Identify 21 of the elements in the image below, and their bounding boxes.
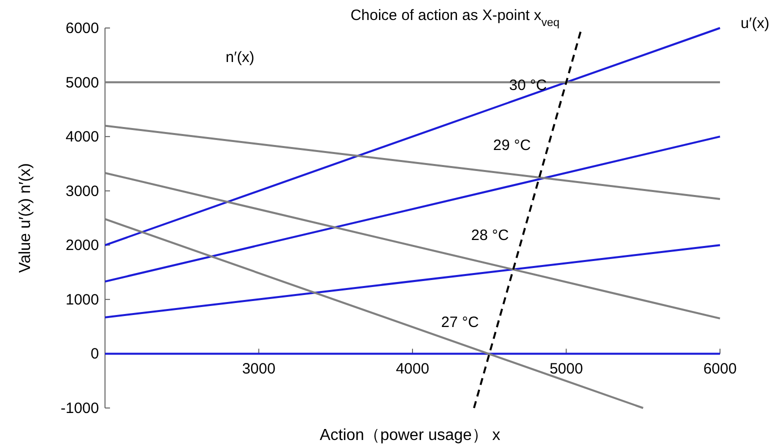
x-tick-label: 6000 bbox=[703, 360, 737, 378]
y-tick-label: 0 bbox=[90, 346, 99, 363]
y-tick-label: 5000 bbox=[66, 74, 99, 92]
y-tick-label: 1000 bbox=[66, 291, 99, 308]
y-tick-label: 6000 bbox=[66, 20, 99, 37]
x-axis-title: Action（power usage） x bbox=[320, 427, 500, 444]
chart-title: Choice of action as X-point x$_{veq}$ bbox=[350, 7, 560, 29]
y-tick-label: 2000 bbox=[66, 237, 99, 254]
annotation: 27 °C bbox=[441, 314, 480, 331]
x-tick-label: 5000 bbox=[550, 360, 583, 378]
text: u′(x) bbox=[740, 15, 770, 32]
y-axis-title: Value u′(x) n′(x) bbox=[17, 163, 34, 273]
y-tick-label: 4000 bbox=[66, 128, 99, 146]
annotation: 29 °C bbox=[493, 137, 532, 154]
x-tick-label: 3000 bbox=[242, 360, 276, 378]
annotation: 30 °C bbox=[509, 77, 548, 94]
annotation: 28 °C bbox=[471, 227, 510, 244]
y-tick-label: 3000 bbox=[66, 182, 99, 200]
annotation: n′(x) bbox=[226, 49, 254, 66]
x-tick-label: 4000 bbox=[396, 360, 430, 378]
y-tick-label: -1000 bbox=[60, 400, 99, 417]
